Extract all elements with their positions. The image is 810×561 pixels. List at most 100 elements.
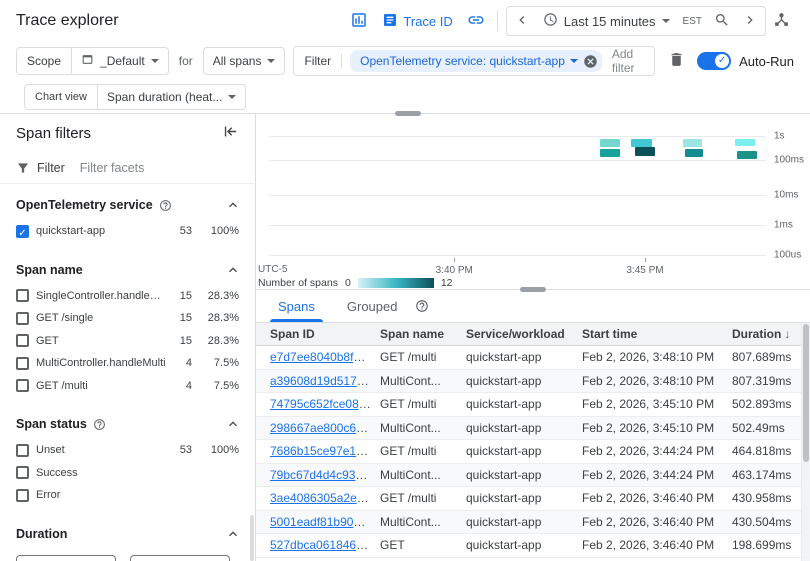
table-row[interactable]: 74795c652fce083a GET /multi quickstart-a…	[256, 393, 810, 417]
duration-max-input[interactable]	[130, 554, 230, 561]
section-header[interactable]: Duration	[0, 519, 255, 549]
checkbox[interactable]	[16, 356, 29, 370]
tab-spans[interactable]: Spans	[262, 290, 331, 322]
checkbox-checked[interactable]: ✓	[16, 224, 29, 239]
column-header-span-id[interactable]: Span ID	[270, 327, 315, 341]
span-id-link[interactable]: 79bc67d4d4c93b02	[270, 467, 376, 482]
legend-max: 12	[440, 277, 453, 289]
time-controls: Last 15 minutes EST	[505, 6, 766, 36]
section-header[interactable]: Span status	[0, 409, 255, 439]
span-id-link[interactable]: 527dbca061846e80	[270, 538, 377, 553]
chart-resize-handle[interactable]	[520, 287, 546, 292]
filter-chip-label: OpenTelemetry service: quickstart-app	[360, 54, 565, 68]
checkbox[interactable]	[16, 466, 29, 480]
legend-min: 0	[344, 277, 351, 289]
table-row[interactable]: 5001eadf81b902e0 MultiCont... quickstart…	[256, 510, 810, 534]
facet-item[interactable]: GET /single 15 28.3%	[0, 307, 255, 330]
checkbox[interactable]	[16, 488, 29, 502]
facet-item[interactable]: MultiController.handleMulti 4 7.5%	[0, 352, 255, 375]
facet-item-pct: 28.3%	[207, 289, 239, 302]
column-header-duration-label: Duration	[732, 327, 782, 341]
filter-chip[interactable]: OpenTelemetry service: quickstart-app	[350, 50, 602, 72]
hub-button[interactable]	[768, 8, 794, 34]
time-back-button[interactable]	[509, 8, 535, 34]
help-icon[interactable]	[159, 199, 172, 212]
sort-desc-icon[interactable]: ↓	[784, 327, 791, 341]
scope-dropdown[interactable]: _Default	[72, 48, 168, 74]
analytics-button[interactable]	[346, 8, 372, 34]
chip-remove-icon[interactable]	[583, 54, 598, 69]
facet-item[interactable]: ✓ quickstart-app 53 100%	[0, 220, 255, 243]
span-id-link[interactable]: e7d7ee8040b8f8c2	[270, 350, 373, 365]
checkbox[interactable]	[16, 334, 29, 348]
timezone-label: EST	[682, 15, 702, 27]
table-row[interactable]: 527dbca061846e80 GET quickstart-app Feb …	[256, 534, 810, 558]
span-id-link[interactable]: 3ae4086305a2ea3e	[270, 491, 377, 506]
section-header[interactable]: OpenTelemetry service	[0, 190, 255, 220]
checkbox[interactable]	[16, 379, 29, 393]
y-axis-tick: 10ms	[774, 189, 799, 201]
time-forward-button[interactable]	[737, 8, 763, 34]
chevron-up-icon[interactable]	[225, 416, 241, 432]
help-icon[interactable]	[93, 418, 106, 431]
collapse-panel-button[interactable]	[217, 120, 243, 146]
facet-item[interactable]: GET /multi 4 7.5%	[0, 375, 255, 398]
tab-grouped[interactable]: Grouped	[331, 290, 414, 322]
facet-item[interactable]: Unset 53 100%	[0, 439, 255, 462]
facet-item[interactable]: Error	[0, 484, 255, 507]
time-range-dropdown[interactable]: Last 15 minutes	[537, 12, 676, 30]
span-id-link[interactable]: 74795c652fce083a	[270, 397, 373, 412]
section-title: Duration	[16, 526, 68, 541]
toolbar-resize-handle[interactable]	[395, 111, 421, 116]
facet-section-duration: Duration	[0, 513, 255, 561]
span-scope-dropdown[interactable]: All spans	[204, 48, 285, 74]
facet-item[interactable]: GET 15 28.3%	[0, 330, 255, 353]
facet-item-pct: 28.3%	[207, 312, 239, 325]
table-row[interactable]: 7686b15ce97e1d6c GET /multi quickstart-a…	[256, 440, 810, 464]
cell-start-time: Feb 2, 2026, 3:45:10 PM	[582, 397, 715, 412]
table-scrollbar[interactable]	[801, 323, 810, 561]
chevron-up-icon[interactable]	[225, 526, 241, 542]
column-header-span-name[interactable]: Span name	[380, 327, 445, 341]
span-id-link[interactable]: 7686b15ce97e1d6c	[270, 444, 376, 459]
facet-item[interactable]: Success	[0, 462, 255, 485]
chevron-up-icon[interactable]	[225, 262, 241, 278]
checkbox[interactable]	[16, 289, 29, 303]
delete-filter-button[interactable]	[663, 48, 689, 74]
column-header-start-time[interactable]: Start time	[582, 327, 638, 341]
span-id-link[interactable]: a39608d19d51723e	[270, 373, 377, 388]
span-id-link[interactable]: 5001eadf81b902e0	[270, 514, 374, 529]
checkbox[interactable]	[16, 311, 29, 325]
heatmap-plot[interactable]: 1s 100ms 10ms 1ms 100us 3:40 PM 3:45 PM	[268, 122, 804, 276]
add-filter-input[interactable]: Add filter	[611, 47, 635, 75]
table-row[interactable]: e7d7ee8040b8f8c2 GET /multi quickstart-a…	[256, 346, 810, 370]
autorun-toggle[interactable]: ✓	[697, 52, 732, 70]
table-row[interactable]: a39608d19d51723e MultiCont... quickstart…	[256, 369, 810, 393]
facet-item-pct: 100%	[210, 225, 239, 238]
column-header-service[interactable]: Service/workload	[466, 327, 565, 341]
trace-id-label: Trace ID	[403, 13, 453, 29]
section-header[interactable]: Span name	[0, 255, 255, 285]
table-row[interactable]: 3ae4086305a2ea3e GET /multi quickstart-a…	[256, 487, 810, 511]
duration-min-input[interactable]	[16, 554, 116, 561]
table-row[interactable]: 79bc67d4d4c93b02 MultiCont... quickstart…	[256, 463, 810, 487]
span-id-link[interactable]: 298667ae800c6a76	[270, 420, 377, 435]
link-button[interactable]	[463, 8, 489, 34]
sidebar-scrollbar[interactable]	[250, 515, 254, 561]
facet-filter-input[interactable]: Filter facets	[79, 160, 145, 175]
trace-id-button[interactable]: Trace ID	[374, 8, 460, 34]
chart-view-dropdown[interactable]: Span duration (heat...	[98, 85, 245, 109]
facet-item[interactable]: SingleController.handleSing... 15 28.3%	[0, 285, 255, 308]
main-panel: 1s 100ms 10ms 1ms 100us 3:40 PM 3:45 PM …	[256, 114, 810, 561]
collapse-panel-icon	[222, 123, 239, 143]
facet-item-label: Error	[36, 489, 61, 502]
table-scrollbar-thumb[interactable]	[803, 324, 809, 463]
chevron-up-icon[interactable]	[225, 197, 241, 213]
checkbox[interactable]	[16, 443, 29, 457]
column-header-duration[interactable]: Duration ↓	[732, 327, 810, 341]
section-title: Span status	[16, 417, 87, 431]
chevron-down-icon	[150, 59, 159, 63]
help-icon[interactable]	[415, 299, 429, 313]
table-row[interactable]: 298667ae800c6a76 MultiCont... quickstart…	[256, 416, 810, 440]
search-button[interactable]	[709, 8, 735, 34]
